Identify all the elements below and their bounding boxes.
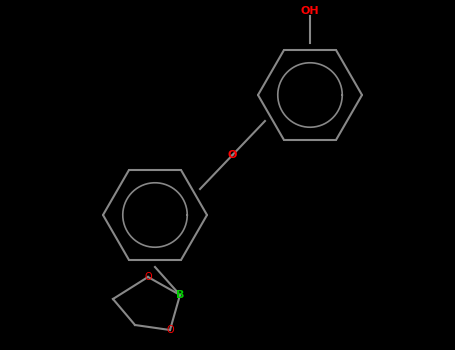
Text: O: O [166, 325, 174, 335]
Text: OH: OH [301, 6, 319, 16]
Text: O: O [228, 150, 237, 160]
Text: O: O [144, 272, 152, 282]
Text: B: B [176, 290, 184, 300]
